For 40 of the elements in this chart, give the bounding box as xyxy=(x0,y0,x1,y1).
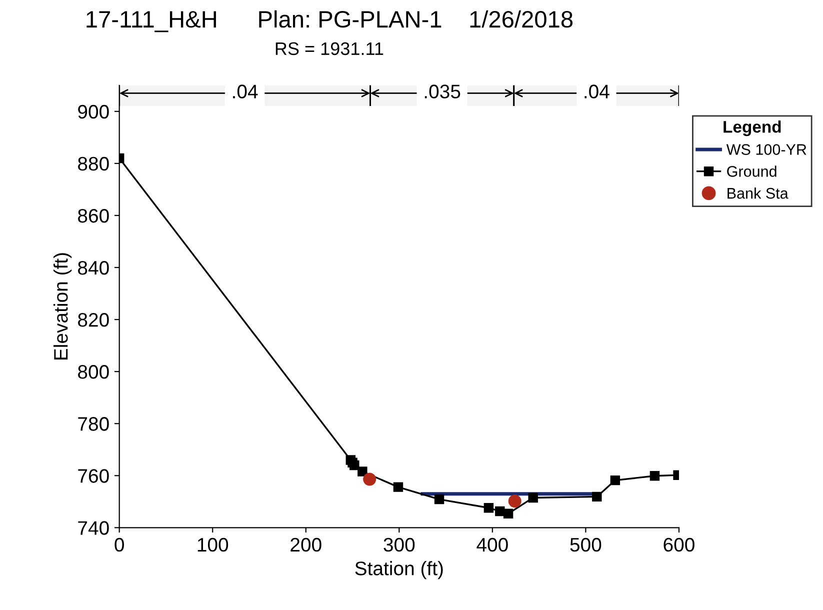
y-tick-label: 760 xyxy=(78,469,109,483)
point xyxy=(650,471,660,481)
point xyxy=(508,494,522,508)
point xyxy=(393,482,404,492)
y-tick-label: 880 xyxy=(78,156,109,171)
x-tick-label: 0 xyxy=(114,538,124,552)
y-tick-label: 820 xyxy=(78,313,109,327)
y-tick-label: 840 xyxy=(78,260,109,275)
y-tick-label: 900 xyxy=(78,104,109,119)
point xyxy=(358,466,368,476)
chart-subtitle: RS = 1931.11 xyxy=(276,42,384,56)
y-tick-label: 800 xyxy=(78,365,109,379)
y-tick-label: 740 xyxy=(78,521,109,535)
y-tick-label: 780 xyxy=(78,417,109,431)
point xyxy=(495,506,505,516)
x-tick-label: 200 xyxy=(290,538,322,552)
x-tick-label: 600 xyxy=(664,538,694,552)
point xyxy=(528,492,538,503)
x-axis-title: Station (ft) xyxy=(355,561,443,580)
legend-title: Legend xyxy=(724,120,781,136)
x-tick-label: 500 xyxy=(570,538,602,552)
point xyxy=(434,494,444,504)
y-tick-label: 860 xyxy=(78,208,109,223)
point xyxy=(350,460,360,470)
x-tick-label: 400 xyxy=(476,538,508,552)
point xyxy=(610,475,620,486)
point xyxy=(592,492,602,502)
legend-label: Ground xyxy=(727,166,776,177)
point xyxy=(503,508,514,518)
band-label: .035 xyxy=(424,84,460,98)
x-tick-label: 300 xyxy=(384,538,415,552)
x-tick-label: 100 xyxy=(198,538,228,552)
band-label: .04 xyxy=(233,84,258,98)
band-label: .04 xyxy=(584,84,610,98)
legend-label: WS 100-YR xyxy=(726,144,806,155)
chart-title: 17-111_H&H Plan: PG-PLAN-1 1/26/2018 xyxy=(86,10,573,32)
y-axis-title: Elevation (ft) xyxy=(53,253,72,360)
point xyxy=(363,472,376,486)
legend-label: Bank Sta xyxy=(728,188,788,199)
point xyxy=(484,503,494,513)
